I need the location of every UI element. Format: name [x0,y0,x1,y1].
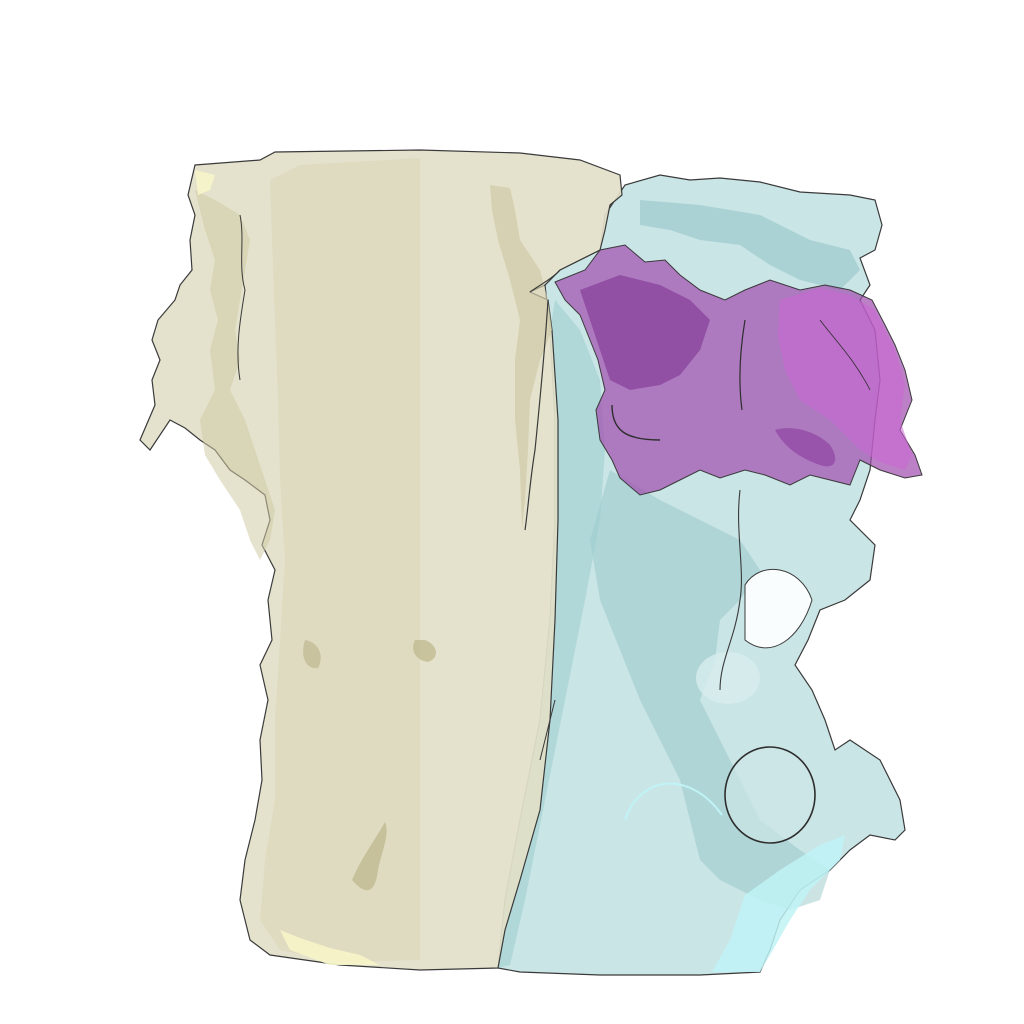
beige-right-ridge [490,185,552,530]
beige-dent-1 [352,822,387,891]
beige-dent-3 [303,640,321,669]
purple-crease-1 [611,404,661,441]
beige-crease-3 [237,214,246,381]
purple-crease-3 [819,319,871,391]
cyan-highlight [712,835,845,972]
purple-crease-2 [739,319,746,411]
purple-segment [554,244,923,496]
beige-crease-2 [529,269,561,293]
cyan-hole [744,569,813,649]
cyan-blob [696,652,760,704]
beige-crease-4 [539,699,556,761]
beige-dent-2 [413,640,436,662]
cyan-crease [719,489,742,691]
beige-segment [139,149,623,971]
beige-left-shade [195,190,275,560]
purple-dark-core [580,275,710,390]
beige-front-shade [260,158,420,962]
cyan-lower-shade [590,470,830,910]
cyan-arc [624,782,723,821]
purple-right-lobe [778,288,912,470]
cyan-ring [724,746,816,844]
beige-highlight-2 [195,170,215,195]
purple-fold [775,428,836,467]
beige-crease-1 [524,299,549,531]
beige-highlight [280,930,380,965]
cyan-inner-shade [640,200,860,290]
